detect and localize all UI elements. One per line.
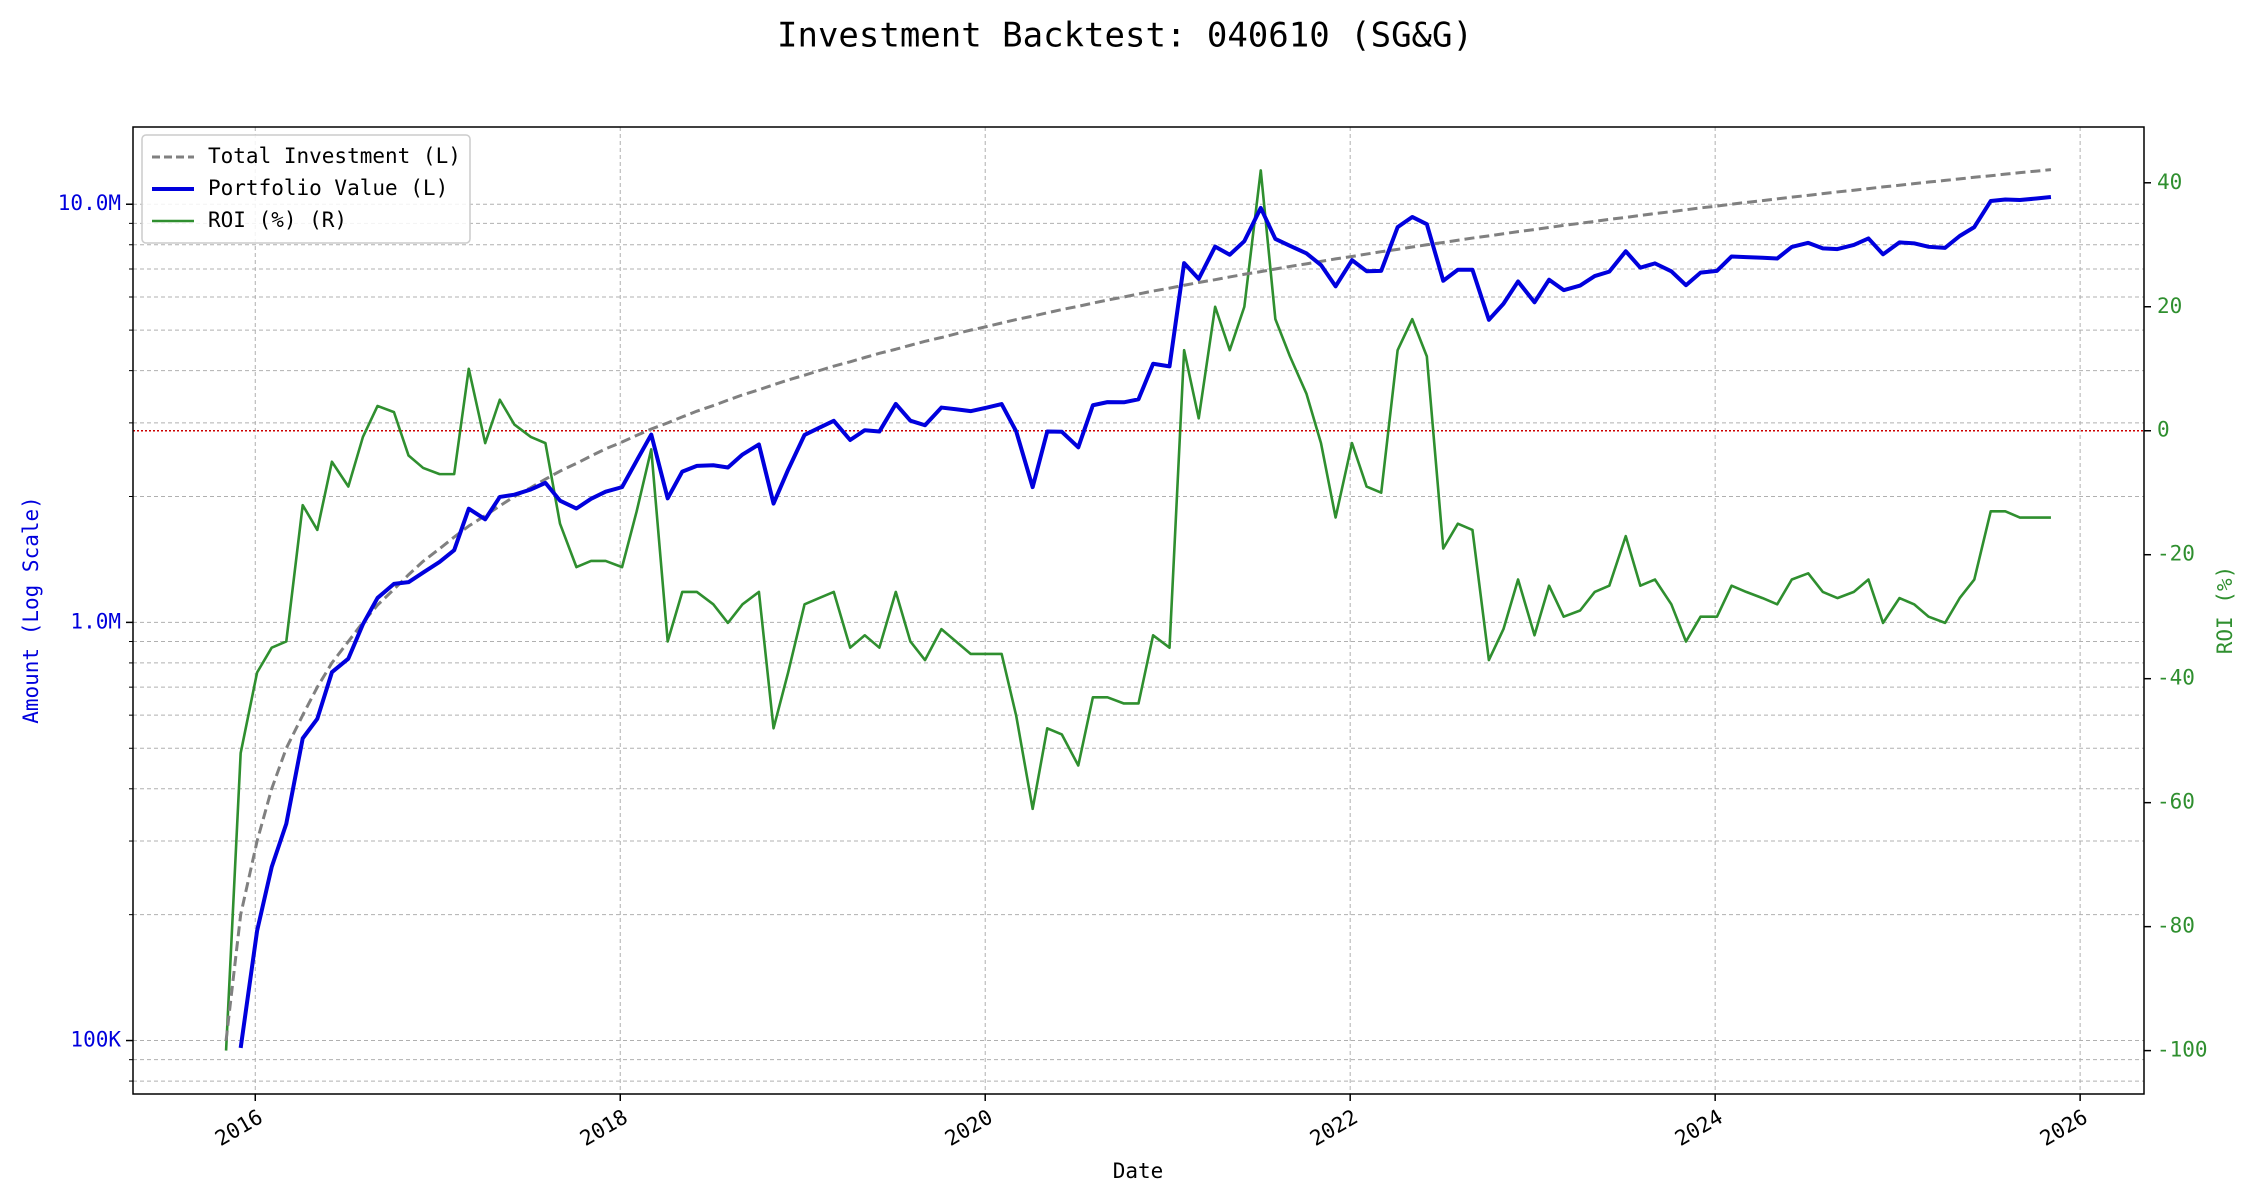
x-tick-label: 2020 [941, 1105, 997, 1151]
y2-tick-label: -60 [2157, 790, 2195, 814]
y2-tick-label: 40 [2157, 170, 2182, 194]
chart-title: Investment Backtest: 040610 (SG&G) [777, 16, 1473, 56]
y2-axis-label: ROI (%) [2213, 566, 2237, 655]
y2-tick-label: -100 [2157, 1038, 2208, 1062]
y-tick-label: 100K [70, 1028, 121, 1052]
y2-tick-label: -20 [2157, 542, 2195, 566]
x-tick-label: 2022 [1306, 1105, 1362, 1151]
legend: Total Investment (L) Portfolio Value (L) R… [141, 134, 471, 244]
y2-tick-label: -40 [2157, 666, 2195, 690]
y-axis-label: Amount (Log Scale) [19, 496, 43, 724]
legend-box [141, 134, 471, 244]
series-line [238, 195, 2052, 1049]
x-tick-label: 2024 [1671, 1105, 1727, 1151]
legend-label: Portfolio Value (L) [208, 176, 448, 200]
plot-frame [132, 126, 2145, 1095]
x-axis-label: Date [1113, 1159, 1164, 1183]
y-tick-label: 1.0M [70, 609, 121, 633]
y2-tick-label: 0 [2157, 418, 2170, 442]
y2-tick-label: -80 [2157, 914, 2195, 938]
legend-label: ROI (%) (R) [208, 208, 347, 232]
x-tick-label: 2026 [2036, 1105, 2092, 1151]
series-line [224, 169, 2051, 1051]
legend-label: Total Investment (L) [208, 144, 461, 168]
axes: 2016 2018 2020 2022 2024 2026 100K 1.0M 10.0M -10… [58, 170, 2208, 1151]
y-tick-label: 10.0M [58, 191, 121, 215]
plot-lines [133, 168, 2144, 1051]
grid [133, 127, 2144, 1094]
x-tick-label: 2016 [211, 1105, 267, 1151]
x-tick-label: 2018 [576, 1105, 632, 1151]
y2-tick-label: 20 [2157, 294, 2182, 318]
